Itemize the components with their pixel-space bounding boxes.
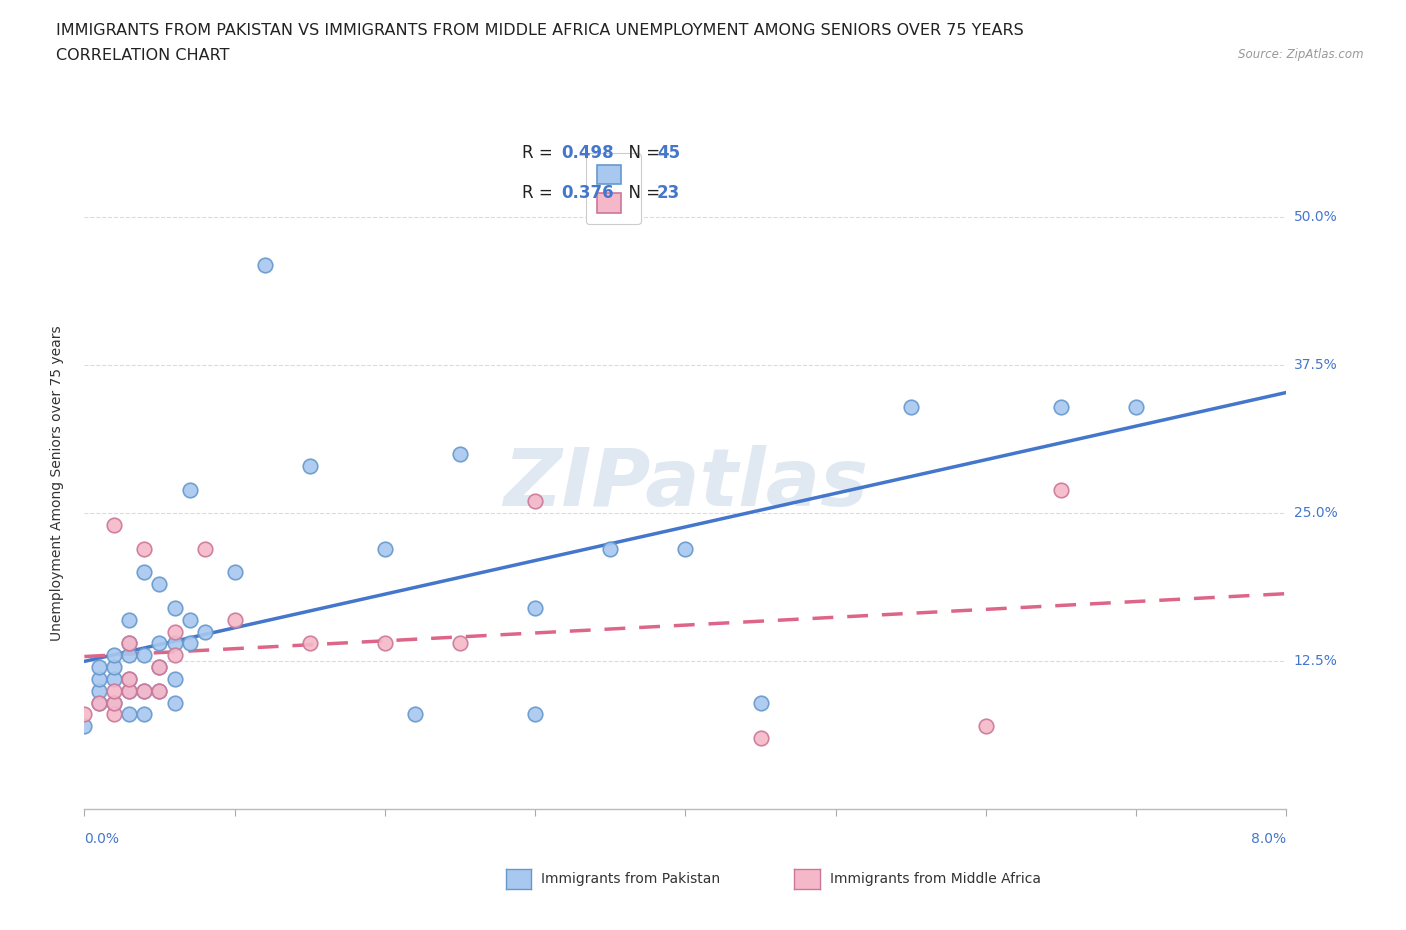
Point xyxy=(148,577,170,591)
Point xyxy=(103,659,125,674)
Text: Source: ZipAtlas.com: Source: ZipAtlas.com xyxy=(1239,48,1364,61)
Text: 45: 45 xyxy=(657,143,681,162)
Point xyxy=(298,458,321,473)
Point xyxy=(449,636,471,651)
Point xyxy=(89,659,111,674)
Point xyxy=(134,648,156,663)
Point xyxy=(163,636,186,651)
Text: 25.0%: 25.0% xyxy=(1294,506,1337,520)
Point xyxy=(134,684,156,698)
Text: R =: R = xyxy=(522,143,558,162)
Point xyxy=(404,707,426,722)
Point xyxy=(298,636,321,651)
Point xyxy=(749,695,772,710)
Point xyxy=(118,648,141,663)
Text: 37.5%: 37.5% xyxy=(1294,358,1337,372)
Point xyxy=(194,624,217,639)
Point xyxy=(179,482,201,497)
Point xyxy=(118,707,141,722)
Point xyxy=(524,601,547,616)
Point xyxy=(103,671,125,686)
Point xyxy=(163,601,186,616)
Point xyxy=(974,719,997,734)
Point xyxy=(374,541,396,556)
Point xyxy=(1050,399,1073,414)
Text: CORRELATION CHART: CORRELATION CHART xyxy=(56,48,229,63)
Point xyxy=(1050,482,1073,497)
Point xyxy=(374,636,396,651)
Point xyxy=(449,446,471,461)
Point xyxy=(118,684,141,698)
Point xyxy=(148,684,170,698)
Legend: , : , xyxy=(586,153,641,224)
Point xyxy=(900,399,922,414)
Y-axis label: Unemployment Among Seniors over 75 years: Unemployment Among Seniors over 75 years xyxy=(49,326,63,642)
Point xyxy=(118,612,141,627)
Point xyxy=(89,695,111,710)
Text: 0.0%: 0.0% xyxy=(84,832,120,846)
Point xyxy=(89,695,111,710)
Point xyxy=(118,636,141,651)
Text: Immigrants from Middle Africa: Immigrants from Middle Africa xyxy=(830,871,1040,886)
Text: 50.0%: 50.0% xyxy=(1294,210,1337,224)
Point xyxy=(89,684,111,698)
Point xyxy=(1125,399,1147,414)
Point xyxy=(73,719,96,734)
Point xyxy=(179,636,201,651)
Text: R =: R = xyxy=(522,184,558,203)
Point xyxy=(134,565,156,579)
Point xyxy=(148,684,170,698)
Point xyxy=(148,659,170,674)
Point xyxy=(118,671,141,686)
Point xyxy=(253,258,276,272)
Point xyxy=(103,648,125,663)
Point xyxy=(148,659,170,674)
Text: 12.5%: 12.5% xyxy=(1294,654,1337,668)
Text: N =: N = xyxy=(617,143,665,162)
Point xyxy=(118,636,141,651)
Point xyxy=(749,731,772,746)
Point xyxy=(103,707,125,722)
Point xyxy=(163,624,186,639)
Text: Immigrants from Pakistan: Immigrants from Pakistan xyxy=(541,871,720,886)
Point xyxy=(73,707,96,722)
Point xyxy=(524,494,547,509)
Point xyxy=(163,695,186,710)
Text: 23: 23 xyxy=(657,184,681,203)
Point xyxy=(134,541,156,556)
Point xyxy=(134,707,156,722)
Point xyxy=(103,695,125,710)
Point xyxy=(675,541,697,556)
Text: 0.498: 0.498 xyxy=(561,143,614,162)
Point xyxy=(103,518,125,533)
Point xyxy=(194,541,217,556)
Text: N =: N = xyxy=(617,184,665,203)
Point xyxy=(118,684,141,698)
Point xyxy=(134,684,156,698)
Text: ZIPatlas: ZIPatlas xyxy=(503,445,868,523)
Text: 0.376: 0.376 xyxy=(561,184,614,203)
Point xyxy=(599,541,621,556)
Point xyxy=(224,612,246,627)
Text: IMMIGRANTS FROM PAKISTAN VS IMMIGRANTS FROM MIDDLE AFRICA UNEMPLOYMENT AMONG SEN: IMMIGRANTS FROM PAKISTAN VS IMMIGRANTS F… xyxy=(56,23,1024,38)
Point xyxy=(118,671,141,686)
Text: 8.0%: 8.0% xyxy=(1251,832,1286,846)
Point xyxy=(148,636,170,651)
Point xyxy=(103,684,125,698)
Point xyxy=(524,707,547,722)
Point xyxy=(163,648,186,663)
Point xyxy=(163,671,186,686)
Point xyxy=(89,671,111,686)
Point xyxy=(103,695,125,710)
Point xyxy=(224,565,246,579)
Point xyxy=(179,612,201,627)
